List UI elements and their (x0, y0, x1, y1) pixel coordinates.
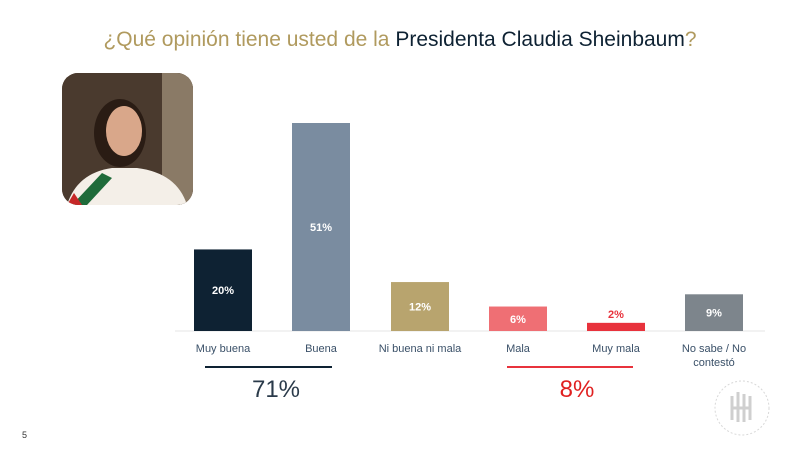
bar-value-label: 51% (310, 222, 332, 234)
bar-5 (685, 294, 743, 331)
bar-value-label: 12% (409, 302, 431, 314)
group-positive-total: 71% (251, 376, 301, 403)
slide-title: ¿Qué opinión tiene usted de la President… (0, 28, 800, 52)
bar-0 (194, 249, 252, 331)
page-number: 5 (22, 430, 28, 440)
bar-1 (292, 123, 350, 331)
bar-2 (391, 282, 449, 331)
title-highlight: Presidenta Claudia Sheinbaum (395, 28, 685, 51)
category-label: No sabe / No contestó (681, 343, 747, 369)
bar-value-label: 6% (510, 314, 526, 326)
group-negative-total: 8% (559, 376, 595, 403)
category-label: Mala (506, 343, 530, 355)
gallup-seal-logo (714, 380, 770, 436)
category-label: Ni buena ni mala (378, 343, 462, 355)
president-photo (62, 73, 193, 205)
bar-value-label: 2% (608, 309, 624, 321)
bar-value-label: 20% (212, 285, 234, 297)
category-label: Muy mala (592, 343, 640, 355)
group-line-negative (507, 366, 633, 368)
category-label: Muy buena (195, 343, 251, 355)
title-question: ¿Qué opinión tiene usted de la (103, 28, 396, 51)
category-label: Buena (305, 343, 337, 355)
bar-3 (489, 306, 547, 331)
title-end: ? (684, 28, 697, 51)
bar-value-label: 9% (706, 308, 722, 320)
bar-4 (587, 322, 645, 331)
group-line-positive (205, 366, 332, 368)
